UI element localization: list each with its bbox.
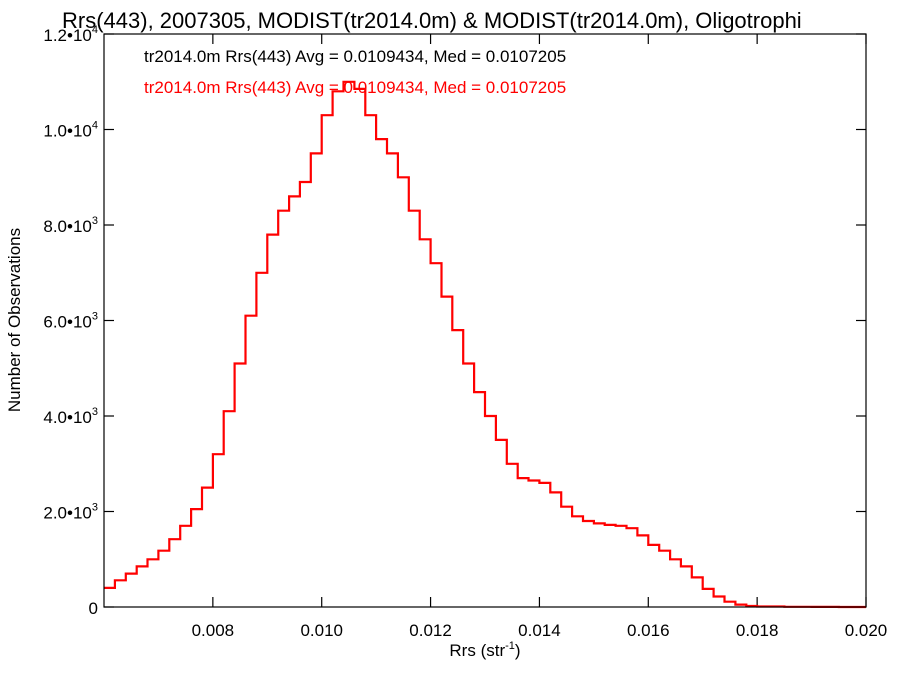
y-tick-label-mantissa: 2.0•10 [43, 504, 92, 523]
annotation-black: tr2014.0m Rrs(443) Avg = 0.0109434, Med … [144, 47, 566, 66]
chart-title: Rrs(443), 2007305, MODIST(tr2014.0m) & M… [62, 8, 802, 33]
y-axis-label: Number of Observations [5, 228, 24, 412]
y-tick-label-mantissa: 1.2•10 [43, 26, 92, 45]
y-tick-label-mantissa: 1.0•10 [43, 122, 92, 141]
x-axis-label-main: Rrs (str [449, 641, 505, 660]
x-tick-label: 0.014 [518, 621, 561, 640]
y-tick-label: 1.2•104 [43, 24, 98, 45]
x-axis-label-tail: ) [515, 641, 521, 660]
y-tick-label: 4.0•103 [43, 406, 98, 427]
x-tick-label: 0.016 [627, 621, 670, 640]
annotation-red: tr2014.0m Rrs(443) Avg = 0.0109434, Med … [144, 78, 566, 97]
x-axis-ticks: 0.008 0.010 0.012 0.014 0.016 0.018 0.020 [192, 34, 888, 640]
y-tick-label-exponent: 4 [92, 24, 98, 36]
plot-frame [103, 33, 867, 608]
x-axis-label: Rrs (str-1) [449, 640, 520, 660]
x-tick-label: 0.012 [409, 621, 452, 640]
y-tick-label-mantissa: 0 [89, 599, 98, 618]
y-tick-label-exponent: 3 [92, 502, 98, 514]
x-axis-label-sup: -1 [505, 640, 515, 652]
y-tick-label: 6.0•103 [43, 311, 98, 332]
histogram-series-line [104, 80, 866, 609]
y-tick-label-exponent: 3 [92, 406, 98, 418]
y-tick-label: 1.0•104 [43, 120, 98, 141]
y-tick-label-mantissa: 8.0•10 [43, 217, 92, 236]
y-tick-label-exponent: 3 [92, 215, 98, 227]
y-tick-label-exponent: 3 [92, 311, 98, 323]
y-tick-label: 0 [89, 599, 98, 618]
y-tick-label-exponent: 4 [92, 120, 98, 132]
x-tick-label: 0.018 [736, 621, 779, 640]
x-tick-label: 0.008 [192, 621, 235, 640]
y-tick-label: 2.0•103 [43, 502, 98, 523]
x-tick-label: 0.020 [845, 621, 888, 640]
y-tick-label-mantissa: 4.0•10 [43, 408, 92, 427]
y-tick-label-mantissa: 6.0•10 [43, 313, 92, 332]
x-tick-label: 0.010 [300, 621, 343, 640]
y-axis-ticks: 02.0•1034.0•1036.0•1038.0•1031.0•1041.2•… [43, 24, 866, 618]
y-tick-label: 8.0•103 [43, 215, 98, 236]
